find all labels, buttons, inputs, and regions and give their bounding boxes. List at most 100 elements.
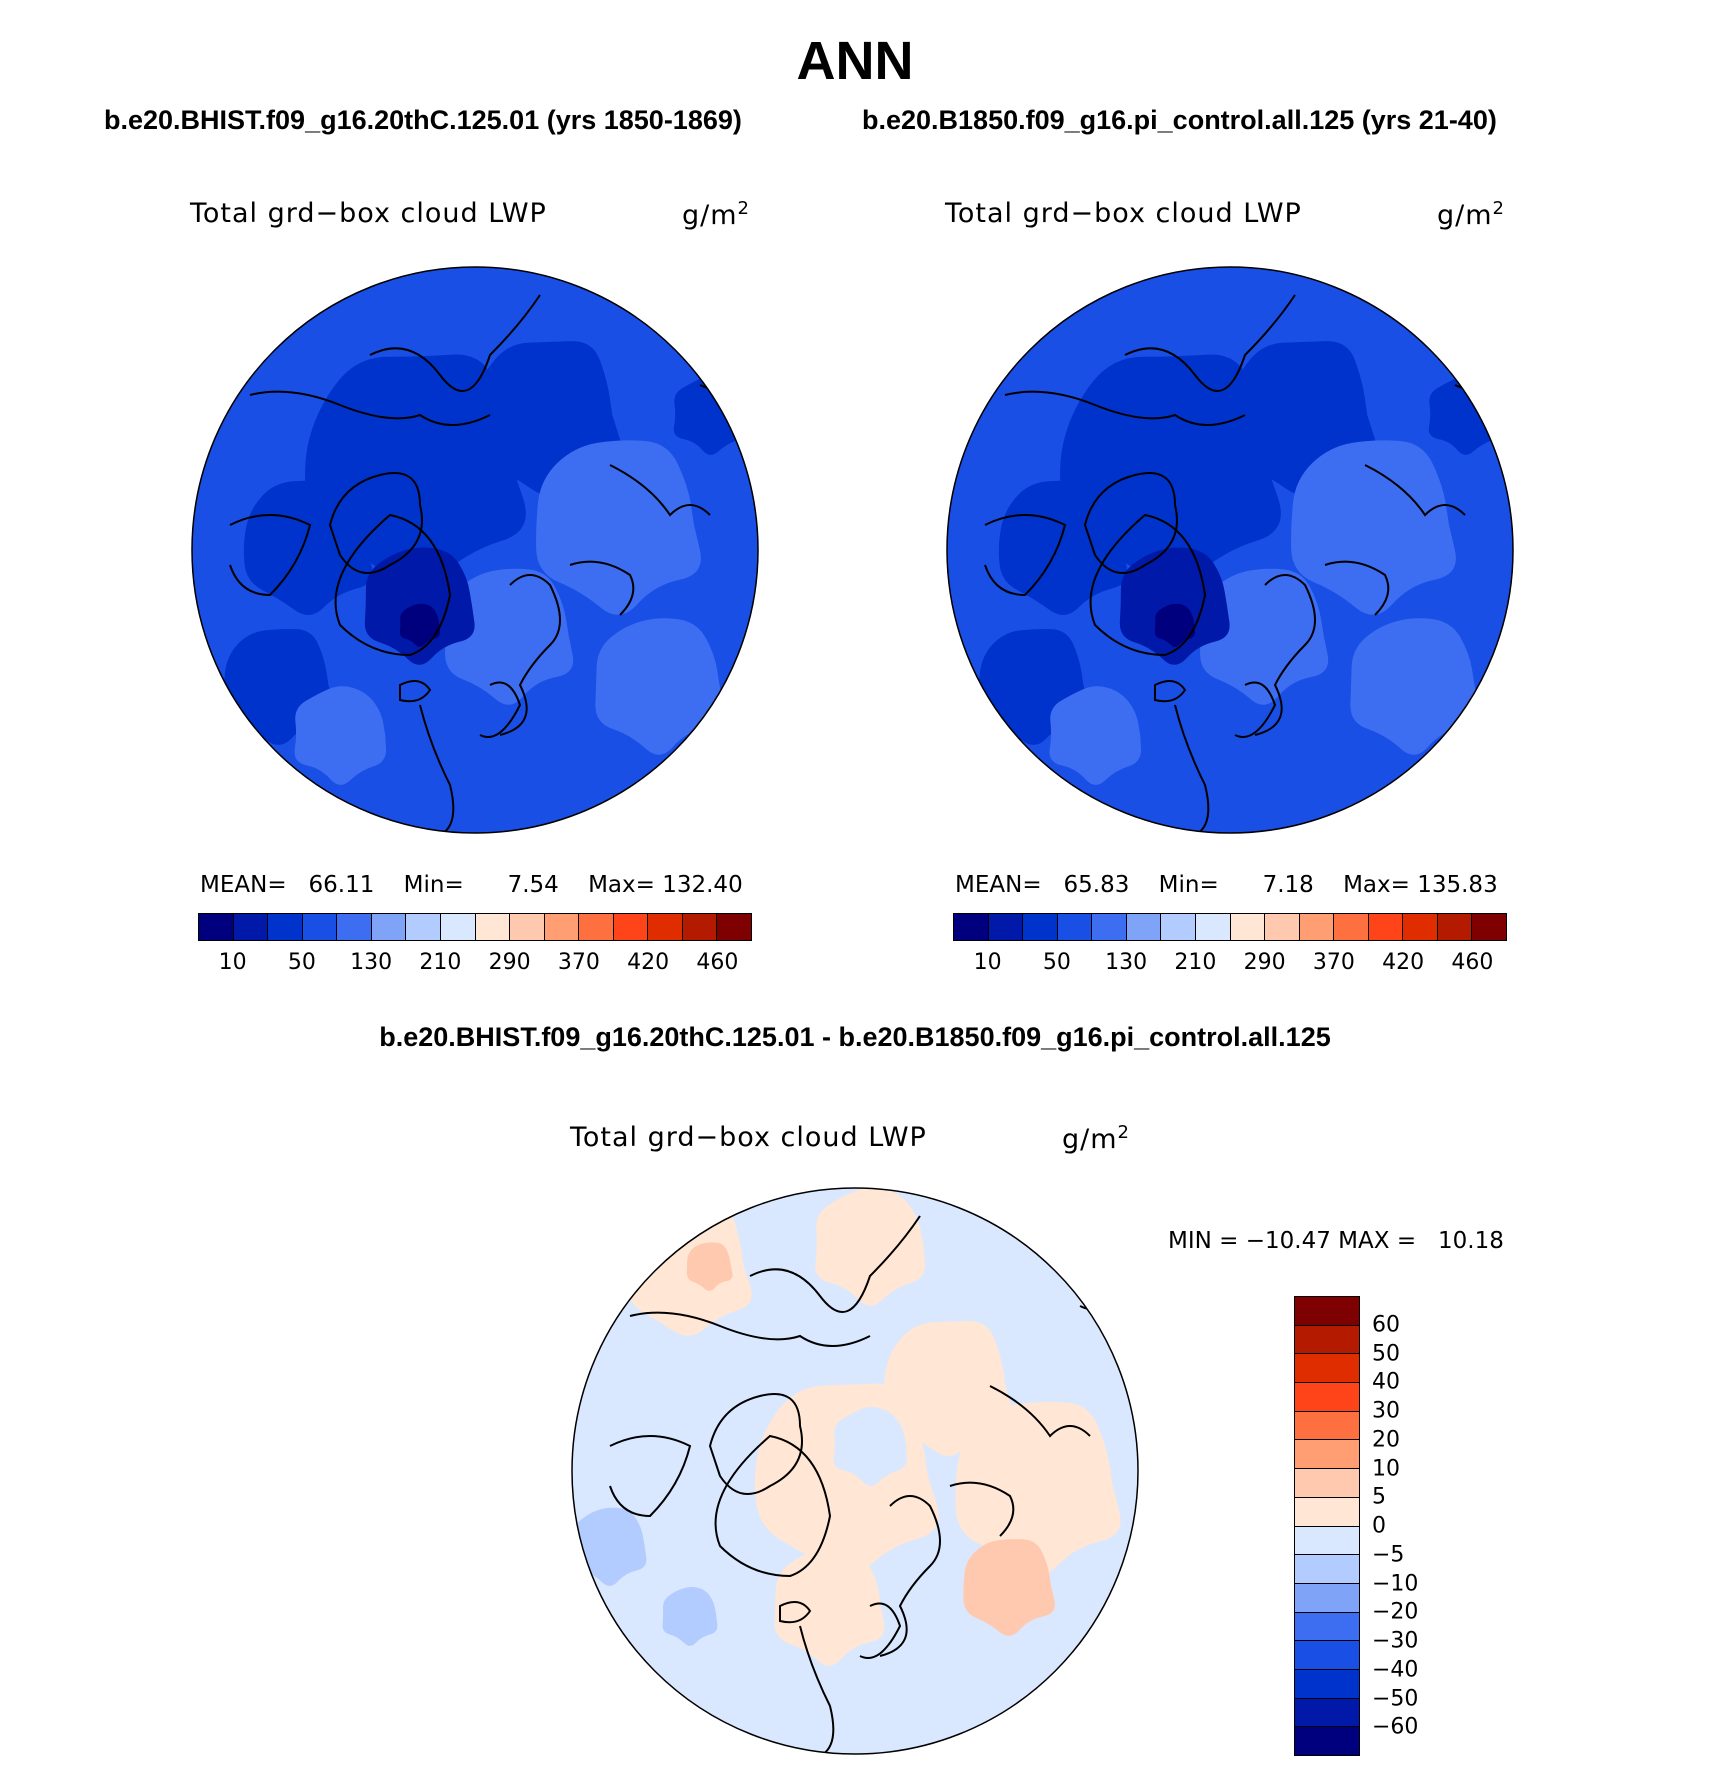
colorbar-swatch-10 xyxy=(1299,914,1335,940)
coastline xyxy=(1083,472,1178,574)
test-colorbar xyxy=(198,913,752,941)
colorbar-swatch-4 xyxy=(1092,914,1127,940)
control-polar-map xyxy=(946,266,1514,834)
test-variable-label: Total grd−box cloud LWP xyxy=(190,198,547,229)
colorbar-swatch-2 xyxy=(1023,914,1058,940)
contour-region xyxy=(243,480,373,615)
contour-region xyxy=(686,1242,733,1291)
coastline xyxy=(399,680,432,703)
colorbar-tick-label: 10 xyxy=(218,950,247,975)
colorbar-swatch-15 xyxy=(717,914,751,940)
colorbar-tick-label: 50 xyxy=(287,950,316,975)
colorbar-swatch-6 xyxy=(1295,1469,1359,1498)
colorbar-tick-label: 10 xyxy=(1372,1456,1400,1481)
contour-region xyxy=(955,1402,1121,1576)
colorbar-swatch-9 xyxy=(1295,1555,1359,1584)
coastline xyxy=(1324,560,1390,616)
contour-region xyxy=(1200,568,1329,705)
colorbar-swatch-10 xyxy=(1295,1583,1359,1613)
coastline xyxy=(569,560,635,616)
colorbar-tick-label: −20 xyxy=(1372,1599,1419,1625)
coastline xyxy=(779,1601,812,1624)
diff-colorbar-ticks: 60 50 40 30 20 10 5 0 −5 −10 −20 −30 −40 −50 −60 xyxy=(1372,1296,1442,1756)
coastline xyxy=(1154,680,1187,703)
coastline xyxy=(799,1625,835,1754)
colorbar-swatch-7 xyxy=(440,914,476,940)
colorbar-swatch-4 xyxy=(337,914,372,940)
contour-region xyxy=(573,1507,647,1586)
colorbar-swatch-5 xyxy=(1126,914,1162,940)
coastline xyxy=(249,390,491,426)
colorbar-swatch-0 xyxy=(199,914,234,940)
control-variable-label: Total grd−box cloud LWP xyxy=(945,198,1302,229)
coastline xyxy=(879,1495,941,1657)
colorbar-tick-label: 10 xyxy=(973,950,1002,975)
colorbar-tick-label: −30 xyxy=(1372,1628,1419,1654)
colorbar-swatch-14 xyxy=(682,914,718,940)
colorbar-swatch-9 xyxy=(510,914,545,940)
colorbar-swatch-13 xyxy=(1295,1669,1359,1699)
colorbar-swatch-13 xyxy=(1403,914,1438,940)
coastline xyxy=(479,681,522,738)
test-colorbar-ticks: 10 50 130 210 290 370 420 460 xyxy=(198,950,752,980)
control-case-title: b.e20.B1850.f09_g16.pi_control.all.125 (… xyxy=(862,105,1497,135)
colorbar-tick-label: 30 xyxy=(1372,1398,1400,1424)
contour-region xyxy=(833,1406,907,1486)
colorbar-swatch-12 xyxy=(613,914,649,940)
colorbar-tick-label: −50 xyxy=(1372,1686,1419,1711)
coastline xyxy=(609,1435,692,1518)
colorbar-tick-label: −40 xyxy=(1372,1657,1419,1683)
coastline xyxy=(629,1311,871,1347)
contour-region xyxy=(536,440,701,615)
colorbar-tick-label: 420 xyxy=(627,950,670,975)
colorbar-swatch-9 xyxy=(1265,914,1300,940)
colorbar-swatch-11 xyxy=(1334,914,1369,940)
diff-variable-label: Total grd−box cloud LWP xyxy=(570,1122,927,1153)
colorbar-tick-label: 290 xyxy=(1243,950,1286,975)
coastline xyxy=(1004,390,1246,426)
colorbar-swatch-1 xyxy=(1295,1325,1359,1355)
contour-region xyxy=(376,377,505,515)
colorbar-tick-label: 20 xyxy=(1372,1427,1400,1453)
colorbar-tick-label: 130 xyxy=(350,950,393,975)
colorbar-swatch-2 xyxy=(1295,1354,1359,1384)
colorbar-tick-label: −60 xyxy=(1372,1714,1419,1740)
colorbar-swatch-6 xyxy=(1161,914,1196,940)
coastline xyxy=(499,574,561,736)
colorbar-tick-label: 130 xyxy=(1105,950,1148,975)
test-polar-map xyxy=(191,266,759,834)
colorbar-swatch-2 xyxy=(268,914,303,940)
contour-region xyxy=(1350,618,1479,755)
diff-units-label: g/m2 xyxy=(1062,1122,1130,1155)
contour-region xyxy=(1154,603,1196,647)
map-border xyxy=(571,1187,1139,1755)
contour-region xyxy=(963,1539,1055,1636)
colorbar-swatch-1 xyxy=(233,914,269,940)
colorbar-swatch-5 xyxy=(371,914,407,940)
coastline xyxy=(229,514,312,597)
coastline xyxy=(749,1215,921,1313)
colorbar-swatch-8 xyxy=(1230,914,1266,940)
colorbar-swatch-11 xyxy=(1295,1612,1359,1642)
colorbar-swatch-13 xyxy=(648,914,683,940)
map-field xyxy=(947,267,1513,833)
colorbar-tick-label: 460 xyxy=(1451,950,1494,975)
diff-polar-map xyxy=(571,1187,1139,1755)
coastline xyxy=(334,513,452,657)
colorbar-swatch-3 xyxy=(1057,914,1093,940)
test-case-title: b.e20.BHIST.f09_g16.20thC.125.01 (yrs 18… xyxy=(104,105,742,135)
coastline xyxy=(369,294,541,392)
coastline xyxy=(708,1393,803,1495)
map-border xyxy=(191,266,759,834)
colorbar-swatch-0 xyxy=(1295,1297,1359,1326)
colorbar-tick-label: −10 xyxy=(1372,1571,1419,1596)
colorbar-tick-label: 50 xyxy=(1372,1341,1400,1366)
colorbar-tick-label: 210 xyxy=(419,950,462,975)
coastline xyxy=(1174,704,1210,833)
map-border xyxy=(946,266,1514,834)
diff-colorbar xyxy=(1294,1296,1360,1756)
colorbar-tick-label: 60 xyxy=(1372,1312,1400,1338)
colorbar-swatch-7 xyxy=(1295,1497,1359,1527)
coastline xyxy=(609,464,711,517)
contour-region xyxy=(1131,377,1260,515)
